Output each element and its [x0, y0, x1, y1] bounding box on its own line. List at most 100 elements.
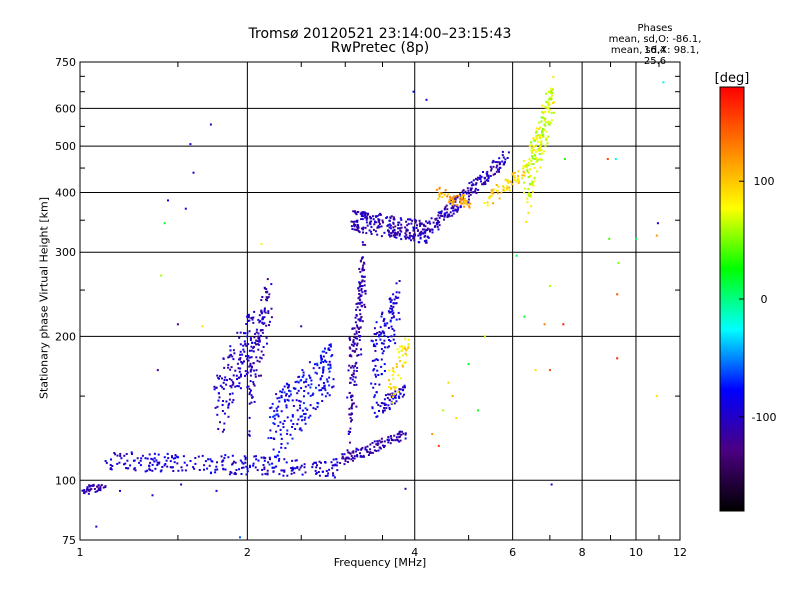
- data-point: [400, 218, 403, 221]
- data-point: [418, 241, 421, 244]
- data-point: [529, 168, 532, 171]
- data-point: [428, 220, 431, 223]
- data-point: [355, 330, 358, 333]
- data-point: [544, 137, 547, 140]
- data-point: [410, 239, 412, 242]
- data-point: [535, 131, 538, 134]
- data-point: [265, 296, 268, 299]
- data-point: [387, 441, 390, 444]
- data-point: [526, 170, 529, 173]
- data-point: [356, 324, 358, 327]
- data-point: [130, 451, 133, 454]
- data-point: [272, 422, 275, 425]
- data-point: [156, 461, 159, 464]
- data-point: [322, 368, 325, 371]
- data-point: [161, 466, 164, 468]
- data-point: [392, 371, 395, 374]
- data-point: [414, 234, 417, 237]
- data-point: [517, 181, 520, 184]
- data-point: [348, 354, 351, 357]
- data-point: [363, 275, 366, 278]
- data-point: [374, 349, 377, 352]
- data-point: [229, 393, 231, 396]
- data-point: [263, 309, 266, 311]
- data-point: [495, 189, 498, 192]
- data-point: [253, 345, 255, 348]
- data-point: [395, 297, 398, 299]
- data-point: [429, 222, 432, 225]
- data-point: [382, 221, 384, 224]
- data-point: [231, 462, 234, 465]
- data-point: [392, 369, 394, 372]
- data-point: [541, 152, 543, 155]
- data-point: [385, 407, 388, 409]
- data-point: [408, 218, 411, 221]
- data-point: [222, 387, 225, 390]
- data-point: [291, 437, 294, 440]
- data-point: [278, 473, 281, 476]
- data-point: [153, 457, 156, 460]
- data-point: [304, 416, 307, 419]
- data-point: [372, 218, 375, 221]
- data-point: [234, 461, 237, 464]
- data-point: [252, 362, 255, 365]
- data-point: [229, 349, 232, 352]
- data-point: [126, 459, 129, 462]
- data-point: [241, 466, 243, 469]
- data-point: [375, 391, 378, 394]
- data-point: [379, 405, 382, 408]
- data-point: [289, 433, 292, 436]
- data-point: [174, 454, 177, 457]
- data-point: [218, 377, 220, 380]
- data-point: [532, 137, 535, 140]
- data-point: [242, 466, 245, 469]
- data-point: [206, 467, 209, 470]
- data-point: [475, 192, 478, 195]
- data-point: [261, 321, 264, 324]
- data-point: [248, 349, 251, 352]
- data-point: [404, 487, 407, 490]
- data-point: [390, 393, 393, 396]
- data-point: [246, 470, 249, 473]
- data-point: [248, 402, 251, 405]
- data-point: [326, 380, 329, 383]
- data-point: [280, 437, 283, 440]
- data-point: [300, 464, 303, 467]
- data-point: [425, 229, 427, 232]
- data-point: [616, 357, 619, 360]
- data-point: [149, 461, 152, 464]
- data-point: [386, 322, 389, 325]
- data-point: [388, 407, 391, 409]
- data-point: [174, 457, 177, 460]
- data-point: [506, 188, 509, 191]
- data-point: [216, 374, 219, 377]
- data-point: [363, 290, 366, 293]
- data-point: [390, 234, 393, 237]
- data-point: [166, 465, 169, 468]
- data-point: [398, 431, 401, 434]
- data-point: [405, 236, 408, 239]
- data-point: [172, 457, 175, 460]
- data-point: [397, 296, 400, 299]
- data-point: [364, 226, 367, 229]
- data-point: [348, 407, 351, 410]
- data-point: [530, 205, 533, 208]
- data-point: [301, 415, 304, 418]
- data-point: [270, 406, 273, 409]
- data-point: [269, 429, 272, 432]
- data-point: [533, 139, 536, 142]
- data-point: [267, 437, 270, 440]
- data-point: [459, 197, 462, 200]
- data-point: [227, 356, 230, 359]
- data-point: [304, 471, 307, 474]
- data-point: [328, 360, 331, 363]
- data-point: [397, 351, 400, 354]
- data-point: [330, 355, 333, 358]
- data-point: [662, 81, 665, 84]
- data-point: [228, 402, 231, 405]
- data-point: [230, 379, 233, 382]
- x-tick-label: 8: [579, 546, 586, 559]
- data-point: [270, 437, 273, 439]
- data-point: [535, 138, 538, 141]
- data-point: [541, 104, 544, 107]
